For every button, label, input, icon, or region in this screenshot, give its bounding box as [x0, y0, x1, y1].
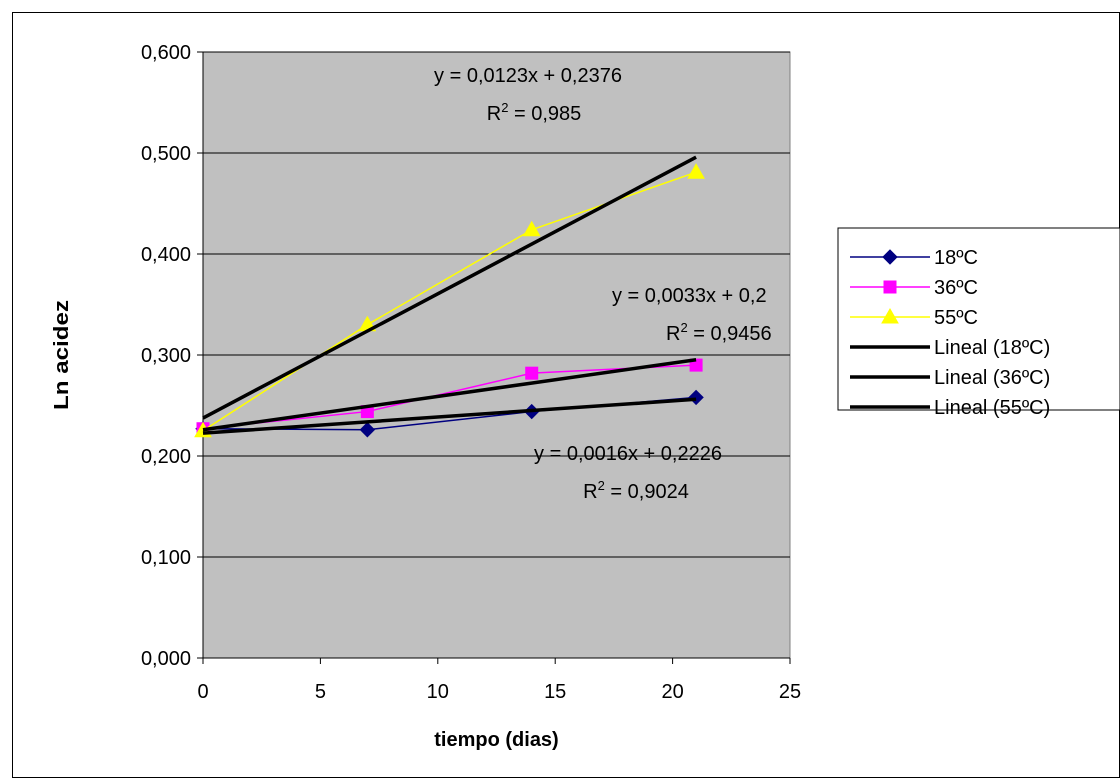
x-tick-label: 5 — [315, 681, 326, 703]
x-tick-label: 15 — [544, 681, 566, 703]
legend-label: 18ºC — [934, 247, 978, 269]
equation-annotations: y = 0,0123x + 0,2376 R2 = 0,985 y = 0,0033… — [434, 65, 772, 503]
y-tick-label: 0,500 — [141, 143, 191, 165]
y-tick-labels: 0,000 0,100 0,200 0,300 0,400 0,500 0,600 — [141, 42, 191, 670]
trendline — [202, 155, 697, 420]
series-line — [202, 364, 697, 430]
legend-label: Lineal (55ºC) — [934, 397, 1050, 419]
r-squared-label: R2 = 0,985 — [487, 100, 582, 125]
y-tick-label: 0,600 — [141, 42, 191, 64]
y-tick-label: 0,200 — [141, 446, 191, 468]
legend-label: Lineal (18ºC) — [934, 337, 1050, 359]
y-tick-label: 0,100 — [141, 547, 191, 569]
legend-marker — [882, 249, 898, 265]
data-point — [359, 422, 376, 438]
r-squared-label: R2 = 0,9456 — [666, 320, 772, 345]
data-point — [687, 163, 705, 179]
legend-marker — [881, 307, 899, 324]
x-tick-labels: 0 5 10 15 20 25 — [197, 681, 801, 703]
legend-marker — [883, 280, 897, 294]
trendline-equation: y = 0,0016x + 0,2226 — [534, 443, 722, 465]
r-squared-label: R2 = 0,9024 — [583, 478, 689, 503]
y-tick-label: 0,300 — [141, 345, 191, 367]
trendlines — [202, 155, 697, 435]
trendline — [202, 358, 697, 432]
trendline-equation: y = 0,0033x + 0,2 — [612, 285, 767, 307]
gridlines — [197, 51, 791, 664]
legend-label: 36ºC — [934, 277, 978, 299]
legend-label: 55ºC — [934, 307, 978, 329]
trendline-equation: y = 0,0123x + 0,2376 — [434, 65, 622, 87]
y-tick-label: 0,400 — [141, 244, 191, 266]
trendline — [202, 397, 697, 435]
legend: 18ºC 36ºC 55ºC Lineal (18ºC) Lineal (36ºC) Li… — [837, 227, 1120, 419]
x-tick-label: 25 — [779, 681, 801, 703]
data-point — [522, 220, 541, 237]
data-point — [525, 366, 539, 380]
x-axis-title: tiempo (dias) — [434, 729, 558, 751]
legend-label: Lineal (36ºC) — [934, 367, 1050, 389]
y-axis-title: Ln acidez — [51, 300, 73, 410]
y-tick-label: 0,000 — [141, 648, 191, 670]
x-tick-label: 10 — [427, 681, 449, 703]
x-tick-label: 0 — [197, 681, 208, 703]
x-tick-label: 20 — [661, 681, 683, 703]
data-point — [689, 358, 703, 372]
axes — [202, 52, 790, 659]
